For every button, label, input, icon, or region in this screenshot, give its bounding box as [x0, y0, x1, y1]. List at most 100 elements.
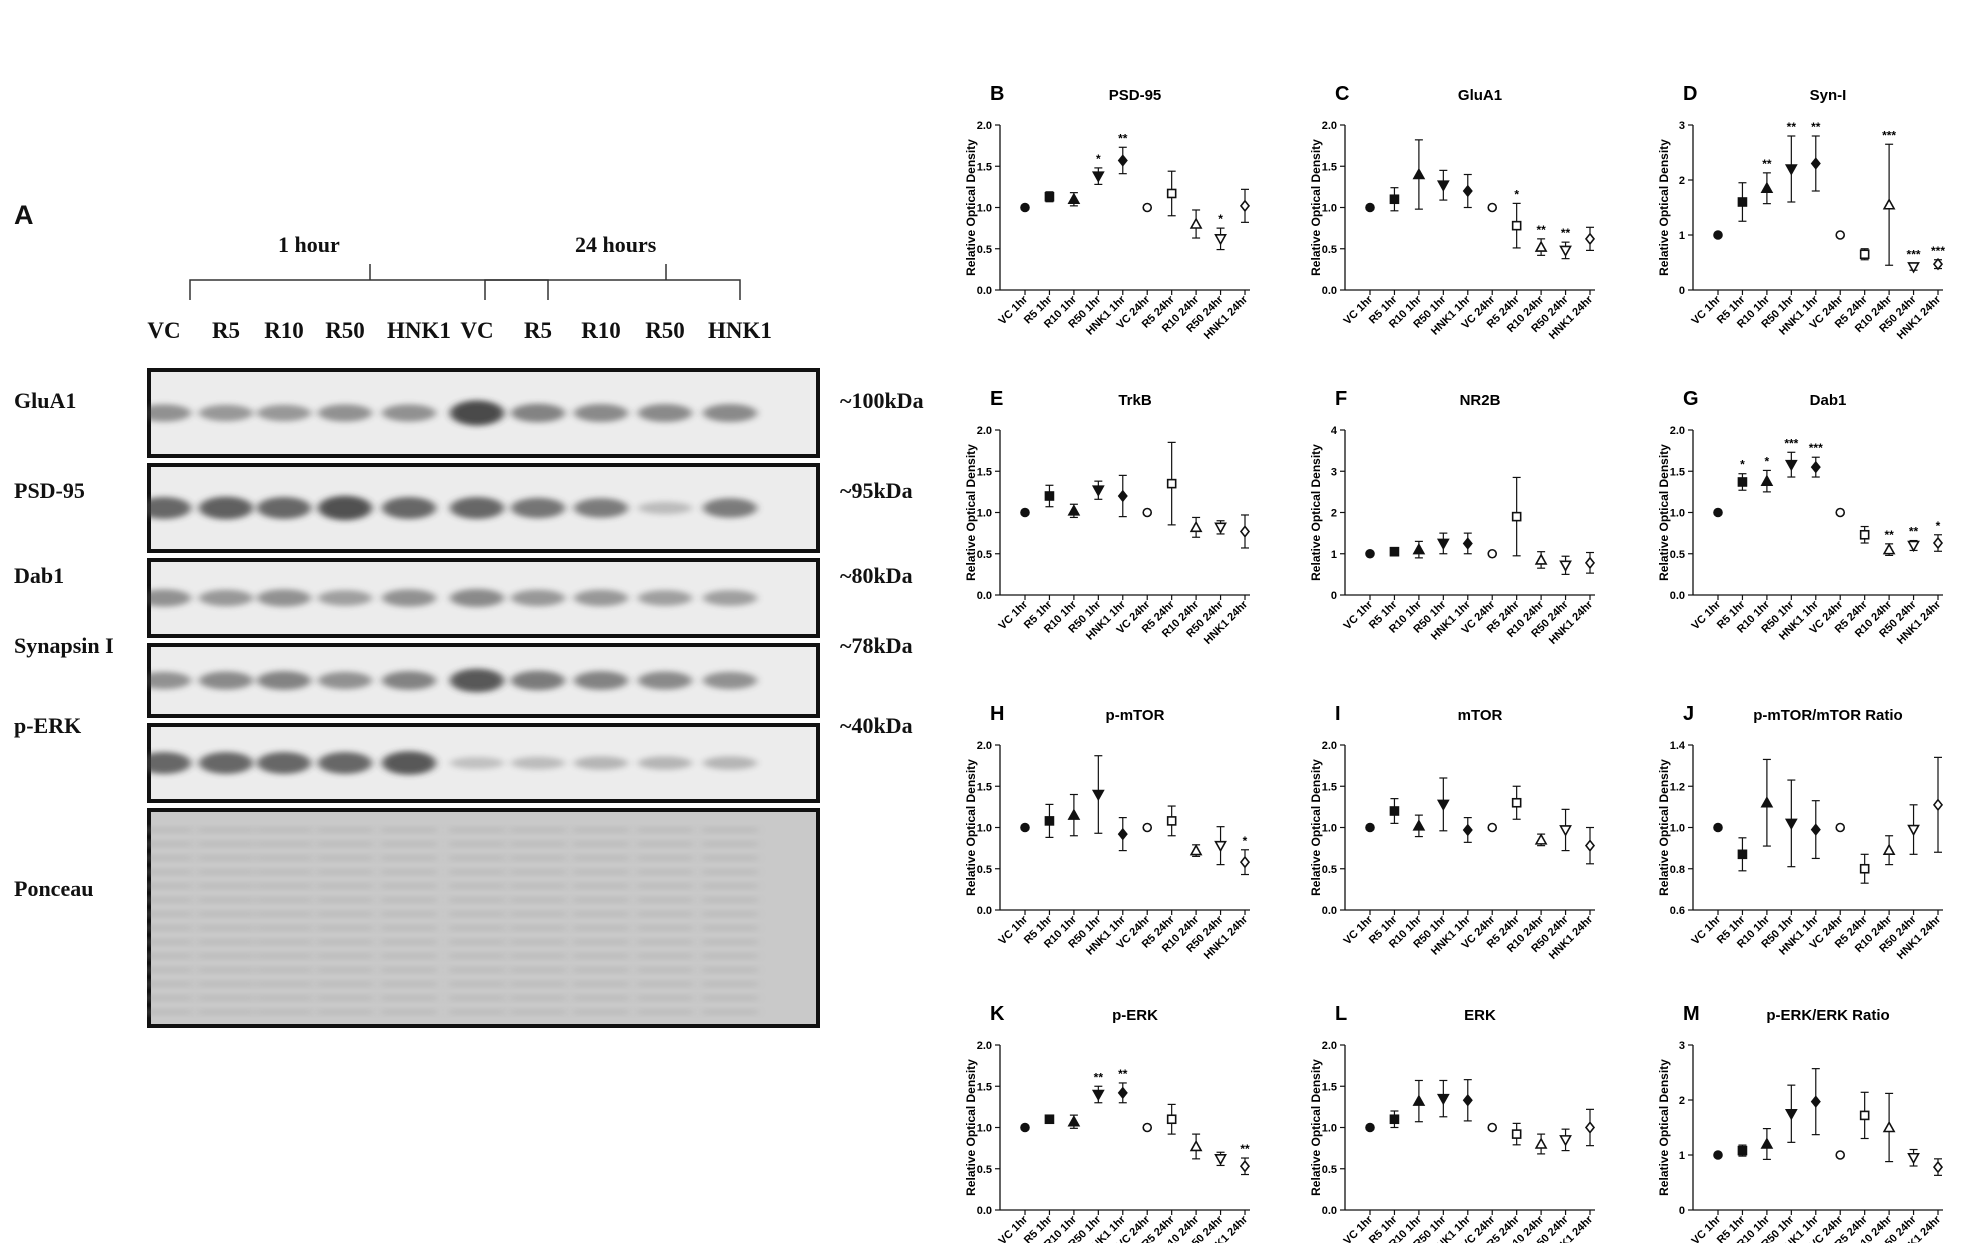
- ponceau-stripe: [147, 996, 192, 1000]
- blot-row-label: PSD-95: [14, 478, 85, 503]
- ponceau-stripe: [317, 1010, 373, 1014]
- ponceau-stripe: [381, 968, 437, 972]
- blot-row-label: Dab1: [14, 563, 65, 588]
- blot-band: [199, 671, 253, 690]
- ponceau-stripe: [449, 828, 505, 832]
- ponceau-stripe: [449, 968, 505, 972]
- y-tick-label: 1.0: [977, 1123, 992, 1135]
- ponceau-stripe: [256, 996, 312, 1000]
- ponceau-stripe: [573, 982, 629, 986]
- ponceau-stripe: [147, 898, 192, 902]
- ponceau-stripe: [637, 926, 693, 930]
- y-tick-label: 0.0: [977, 285, 992, 297]
- blot-band: [703, 756, 757, 770]
- significance-label: **: [1884, 528, 1894, 542]
- significance-label: **: [1240, 1142, 1250, 1156]
- data-point-marker: [1117, 1086, 1128, 1100]
- data-point-marker: [1044, 1114, 1055, 1125]
- blot-band: [450, 497, 504, 519]
- y-tick-label: 4: [1331, 425, 1338, 437]
- ponceau-stripe: [637, 870, 693, 874]
- chart-panel: E TrkB Relative Optical Density 0.0 0.5 1.0 1.…: [964, 388, 1251, 647]
- y-tick-label: 0.8: [1670, 864, 1685, 876]
- ponceau-stripe: [510, 968, 566, 972]
- blot-row-kda: ~100kDa: [840, 388, 924, 413]
- y-tick-label: 1: [1679, 230, 1685, 242]
- data-point-marker: [1932, 1160, 1944, 1174]
- data-point-marker: [1091, 485, 1105, 497]
- ponceau-stripe: [449, 982, 505, 986]
- ponceau-stripe: [510, 954, 566, 958]
- data-point-marker: [1365, 548, 1375, 559]
- panel-letter: D: [1683, 83, 1697, 105]
- ponceau-stripe: [381, 996, 437, 1000]
- data-point-marker: [1859, 1110, 1870, 1121]
- chart-panel: B PSD-95 Relative Optical Density 0.0 0.5 1.0…: [964, 83, 1251, 342]
- ponceau-stripe: [317, 884, 373, 888]
- data-point-marker: [1907, 1152, 1920, 1165]
- data-point-marker: [1859, 249, 1870, 260]
- data-point-marker: [1436, 1093, 1450, 1106]
- ponceau-stripe: [637, 828, 693, 832]
- chart-title: p-ERK: [1112, 1007, 1158, 1024]
- ponceau-stripe: [573, 940, 629, 944]
- data-point-marker: [1882, 843, 1896, 855]
- significance-label: *: [1765, 454, 1770, 468]
- panel-letter: F: [1335, 388, 1347, 410]
- ponceau-stripe: [702, 884, 758, 888]
- panel-letter: L: [1335, 1003, 1347, 1025]
- blot-band: [511, 403, 565, 423]
- data-point-marker: [1713, 230, 1723, 240]
- chart-title: mTOR: [1458, 707, 1503, 724]
- y-axis-label: Relative Optical Density: [964, 1059, 978, 1196]
- blot-row-kda: ~40kDa: [840, 713, 913, 738]
- data-point-marker: [1044, 191, 1055, 202]
- blot-band: [318, 495, 372, 521]
- ponceau-stripe: [256, 982, 312, 986]
- significance-label: **: [1561, 226, 1571, 240]
- data-point-marker: [1166, 478, 1177, 489]
- ponceau-stripe: [573, 926, 629, 930]
- data-point-marker: [1462, 1093, 1473, 1107]
- significance-label: **: [1118, 1067, 1128, 1081]
- y-tick-label: 0: [1679, 1205, 1685, 1217]
- data-point-marker: [1239, 525, 1251, 538]
- panel-letter: B: [990, 83, 1004, 105]
- ponceau-stripe: [198, 842, 254, 846]
- blot-row-kda: ~80kDa: [840, 563, 913, 588]
- ponceau-stripe: [702, 912, 758, 916]
- data-point-marker: [1389, 546, 1400, 557]
- data-point-marker: [1784, 459, 1798, 472]
- significance-label: ***: [1784, 436, 1798, 450]
- blot-band: [147, 671, 191, 690]
- lane-label: R5: [523, 318, 553, 343]
- ponceau-stripe: [449, 884, 505, 888]
- ponceau-stripe: [147, 982, 192, 986]
- blot-band: [257, 497, 311, 519]
- ponceau-stripe: [381, 898, 437, 902]
- ponceau-stripe: [510, 926, 566, 930]
- data-point-marker: [1189, 1139, 1203, 1152]
- ponceau-stripe: [317, 968, 373, 972]
- chart-title: p-ERK/ERK Ratio: [1766, 1007, 1889, 1024]
- y-tick-label: 1.5: [1322, 1081, 1337, 1093]
- chart-title: Syn-I: [1810, 87, 1847, 104]
- panel-letter: K: [990, 1003, 1005, 1025]
- blot-band: [638, 404, 692, 422]
- panel-letter: I: [1335, 703, 1341, 725]
- y-tick-label: 1.0: [1322, 1123, 1337, 1135]
- data-point-marker: [1436, 799, 1450, 812]
- blot-band: [703, 404, 757, 422]
- ponceau-stripe: [510, 842, 566, 846]
- y-tick-label: 1.0: [977, 508, 992, 520]
- blot-band: [318, 590, 372, 606]
- data-point-marker: [1436, 538, 1450, 551]
- data-point-marker: [1907, 824, 1920, 837]
- y-tick-label: 1.4: [1670, 740, 1686, 752]
- blot-band: [511, 497, 565, 519]
- panel-letter: J: [1683, 703, 1694, 725]
- chart-panel: C GluA1 Relative Optical Density 0.0 0.5 1.0 1…: [1309, 83, 1596, 342]
- blot-band: [382, 404, 436, 422]
